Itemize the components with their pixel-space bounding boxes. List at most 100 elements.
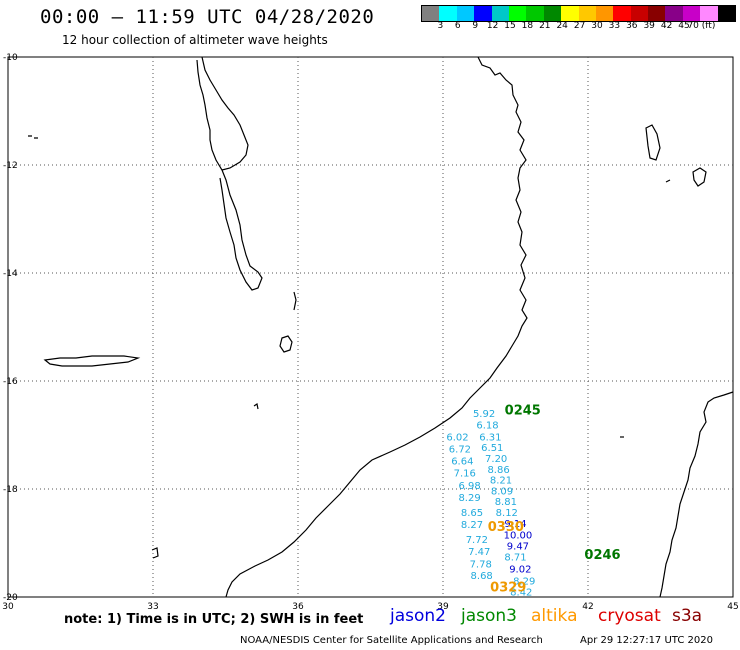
- scale-label: 45: [678, 21, 690, 31]
- coastline-small-lake: [253, 403, 259, 410]
- pass-number-labels: 0245 0246 0330 0329: [488, 403, 621, 595]
- scale-label: 39: [643, 21, 655, 31]
- swh-value-label: 9.02: [509, 565, 531, 576]
- coastline-small-islet-2: [665, 179, 671, 183]
- scale-label: 15: [504, 21, 516, 31]
- scale-label: 24: [556, 21, 568, 31]
- satellite-legend-altika: altika: [531, 606, 578, 626]
- longitude-label: 39: [437, 602, 449, 612]
- scale-swatch: [561, 6, 579, 21]
- swh-value-label: 8.81: [495, 497, 517, 508]
- map-frame: [7, 56, 734, 598]
- scale-label: 9: [472, 21, 479, 31]
- coastline-lake-chilwa: [279, 335, 293, 353]
- coastline: [28, 56, 734, 598]
- swh-point-labels: 5.926.186.316.517.208.868.218.098.818.12…: [446, 409, 535, 598]
- swh-value-label: 6.98: [458, 481, 480, 492]
- longitude-labels: 30 33 36 39 42 45: [2, 602, 738, 612]
- scale-label: 3: [437, 21, 444, 31]
- scale-swatch: [717, 6, 736, 21]
- latitude-label: -18: [3, 485, 18, 495]
- longitude-label: 42: [582, 602, 593, 612]
- coastline-small-lake-2: [151, 547, 159, 559]
- swh-value-label: 7.78: [470, 559, 492, 570]
- latitude-label: -16: [3, 377, 18, 387]
- scale-label: 12: [486, 21, 499, 31]
- coastline-small-island: [28, 135, 38, 139]
- coastline-lake-malawi: [196, 56, 263, 291]
- pass-number-label: 0330: [488, 520, 524, 535]
- scale-swatch: [578, 6, 596, 21]
- scale-swatch: [456, 6, 475, 21]
- latitude-labels: -10 -12 -14 -16 -18 -20: [3, 53, 18, 603]
- scale-swatch: [439, 6, 457, 21]
- scale-swatch: [543, 6, 562, 21]
- map-title: 00:00 – 11:59 UTC 04/28/2020: [40, 6, 375, 28]
- latitude-label: -10: [3, 53, 18, 63]
- swh-value-label: 7.72: [466, 535, 488, 546]
- scale-swatch: [630, 6, 649, 21]
- swh-value-label: 6.31: [479, 432, 501, 443]
- swh-value-label: 7.47: [468, 547, 490, 558]
- longitude-label: 30: [2, 602, 14, 612]
- scale-label: 36: [626, 21, 638, 31]
- coastline-mozambique-east: [225, 56, 528, 598]
- swh-value-label: 9.14: [504, 519, 526, 530]
- scale-swatch: [491, 6, 509, 21]
- scale-swatch: [648, 6, 666, 21]
- swh-value-label: 9.47: [507, 541, 529, 552]
- coastline-lake-nyasa-south: [293, 291, 297, 311]
- scale-swatch: [508, 6, 527, 21]
- footer-note: note: 1) Time is in UTC; 2) SWH is in fe…: [64, 612, 364, 627]
- longitude-label: 33: [147, 602, 158, 612]
- swh-value-label: 6.18: [476, 421, 498, 432]
- scale-swatch: [682, 6, 701, 21]
- swh-value-label: 8.29: [458, 493, 480, 504]
- scale-swatch: [665, 6, 683, 21]
- swh-value-label: 8.29: [513, 577, 535, 588]
- scale-swatch: [526, 6, 544, 21]
- satellite-legend-cryosat: cryosat: [598, 606, 661, 626]
- coastline-comoros-island: [692, 167, 707, 187]
- swh-value-label: 5.92: [473, 409, 495, 420]
- coastline-mayotte: [645, 124, 661, 161]
- pass-number-label: 0246: [584, 548, 620, 563]
- satellite-legend-jason3: jason3: [461, 606, 517, 626]
- pass-number-label: 0245: [505, 403, 541, 418]
- swh-value-label: 6.02: [446, 432, 468, 443]
- scale-swatch: [595, 6, 614, 21]
- swh-value-label: 8.21: [490, 476, 512, 487]
- scale-swatch: [474, 6, 492, 21]
- longitude-label: 45: [727, 602, 738, 612]
- scale-label: 27: [573, 21, 586, 31]
- scale-label: 42: [660, 21, 673, 31]
- swh-value-label: 8.68: [471, 571, 493, 582]
- swh-value-label: 7.20: [485, 454, 507, 465]
- scale-label: 30: [591, 21, 603, 31]
- longitude-label: 36: [292, 602, 304, 612]
- scale-label: 6: [454, 21, 461, 31]
- swh-value-label: 8.86: [487, 465, 509, 476]
- swh-value-label: 8.09: [491, 486, 513, 497]
- swh-value-label: 8.12: [496, 508, 518, 519]
- swh-value-label: 8.71: [504, 552, 526, 563]
- map-subtitle: 12 hour collection of altimeter wave hei…: [62, 33, 328, 47]
- satellite-legend-s3a: s3a: [672, 606, 703, 626]
- credit-timestamp: Apr 29 12:27:17 UTC 2020: [580, 635, 713, 646]
- scale-label: 21: [539, 21, 551, 31]
- scale-swatch: [700, 6, 718, 21]
- scale-swatch: [613, 6, 631, 21]
- swh-value-label: 6.72: [449, 444, 471, 455]
- latitude-label: -14: [3, 269, 18, 279]
- swh-value-label: 8.42: [510, 587, 532, 598]
- credit-text: NOAA/NESDIS Center for Satellite Applica…: [240, 635, 543, 646]
- scale-label: 70 (ft): [687, 21, 716, 31]
- coastline-lake-kariba: [43, 355, 141, 367]
- swh-value-label: 7.16: [454, 469, 476, 480]
- swh-value-label: 6.64: [451, 457, 473, 468]
- scale-label: 18: [521, 21, 534, 31]
- latitude-label: -20: [3, 593, 18, 603]
- swh-color-scale: [421, 5, 737, 22]
- latitude-label: -12: [3, 161, 18, 171]
